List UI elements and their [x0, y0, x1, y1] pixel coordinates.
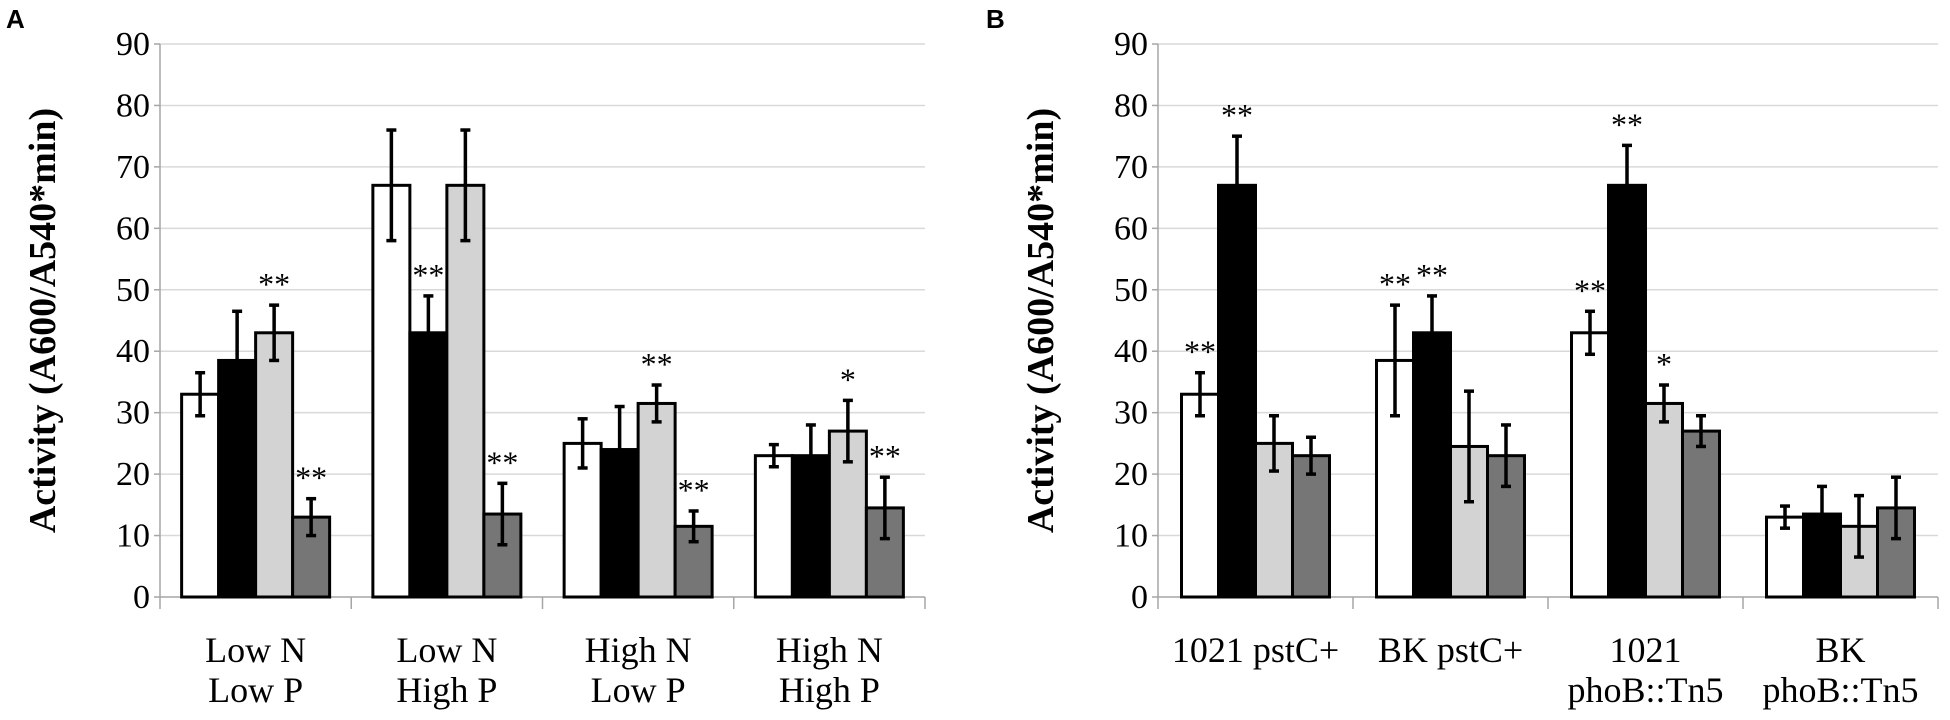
bar	[445, 183, 486, 599]
category-label: Low P	[591, 670, 686, 710]
y-tick-label: 50	[1114, 272, 1148, 309]
y-axis-label: Activity (A600/A540*min)	[22, 108, 64, 533]
category-label: phoB::Tn5	[1567, 670, 1723, 710]
panel-letter: B	[986, 4, 1005, 34]
category-label: BK	[1815, 630, 1865, 670]
category-label: High N	[776, 630, 883, 670]
bar	[1644, 401, 1684, 599]
y-tick-label: 60	[1114, 210, 1148, 247]
significance-label: *	[1656, 346, 1672, 382]
y-tick-label: 90	[116, 26, 150, 63]
category-label: High P	[396, 670, 497, 710]
significance-label: **	[1184, 334, 1216, 370]
y-tick-label: 70	[116, 149, 150, 186]
category-label: High N	[585, 630, 692, 670]
category-label: Low N	[205, 630, 306, 670]
category-label: Low P	[208, 670, 303, 710]
significance-label: **	[678, 472, 710, 508]
bar	[1607, 183, 1647, 599]
bar	[1412, 331, 1452, 599]
y-tick-label: 50	[116, 272, 150, 309]
y-tick-label: 80	[1114, 87, 1148, 124]
y-tick-label: 30	[116, 395, 150, 432]
bar	[1291, 454, 1331, 599]
y-tick-label: 20	[116, 456, 150, 493]
chart-panel-a: A 0 10 20 30 40 50 60 70 80 90 Activity (A600/A540*…	[6, 4, 926, 710]
category-label: phoB::Tn5	[1762, 670, 1918, 710]
category-label: High P	[779, 670, 880, 710]
category-label: 1021	[1610, 630, 1682, 670]
significance-label: **	[486, 444, 518, 480]
bar	[1570, 331, 1610, 599]
significance-label: *	[840, 361, 856, 397]
y-tick-label: 40	[1114, 333, 1148, 370]
category-label: BK pstC+	[1378, 630, 1523, 670]
significance-label: **	[1221, 97, 1253, 133]
y-axis-label: Activity (A600/A540*min)	[1020, 108, 1062, 533]
bar	[1180, 392, 1220, 599]
significance-label: **	[412, 257, 444, 293]
bar	[1217, 183, 1257, 599]
y-tick-label: 90	[1114, 26, 1148, 63]
bar	[254, 331, 295, 599]
y-tick-label: 10	[1114, 518, 1148, 555]
bar	[753, 454, 794, 599]
category-label: 1021 pstC+	[1172, 630, 1339, 670]
bar	[371, 183, 412, 599]
significance-label: **	[1416, 257, 1448, 293]
significance-label: **	[1611, 106, 1643, 142]
significance-label: **	[641, 346, 673, 382]
bar	[636, 401, 677, 599]
y-tick-label: 80	[116, 87, 150, 124]
y-tick-label: 0	[1131, 579, 1148, 616]
significance-label: **	[869, 438, 901, 474]
y-tick-label: 60	[116, 210, 150, 247]
bar	[408, 331, 449, 599]
y-tick-label: 30	[1114, 395, 1148, 432]
y-tick-label: 0	[133, 579, 150, 616]
panel-letter: A	[6, 4, 25, 34]
chart-panel-b: B 0 10 20 30 40 50 60 70 80 90 Activity (A600/A540*…	[986, 4, 1939, 710]
y-tick-label: 10	[116, 518, 150, 555]
y-tick-label: 20	[1114, 456, 1148, 493]
y-tick-label: 40	[116, 333, 150, 370]
category-label: Low N	[396, 630, 497, 670]
bar	[1681, 429, 1721, 599]
significance-label: **	[1574, 272, 1606, 308]
significance-label: **	[258, 266, 290, 302]
y-tick-label: 70	[1114, 149, 1148, 186]
bar	[180, 392, 221, 599]
significance-label: **	[1379, 266, 1411, 302]
significance-label: **	[295, 460, 327, 496]
